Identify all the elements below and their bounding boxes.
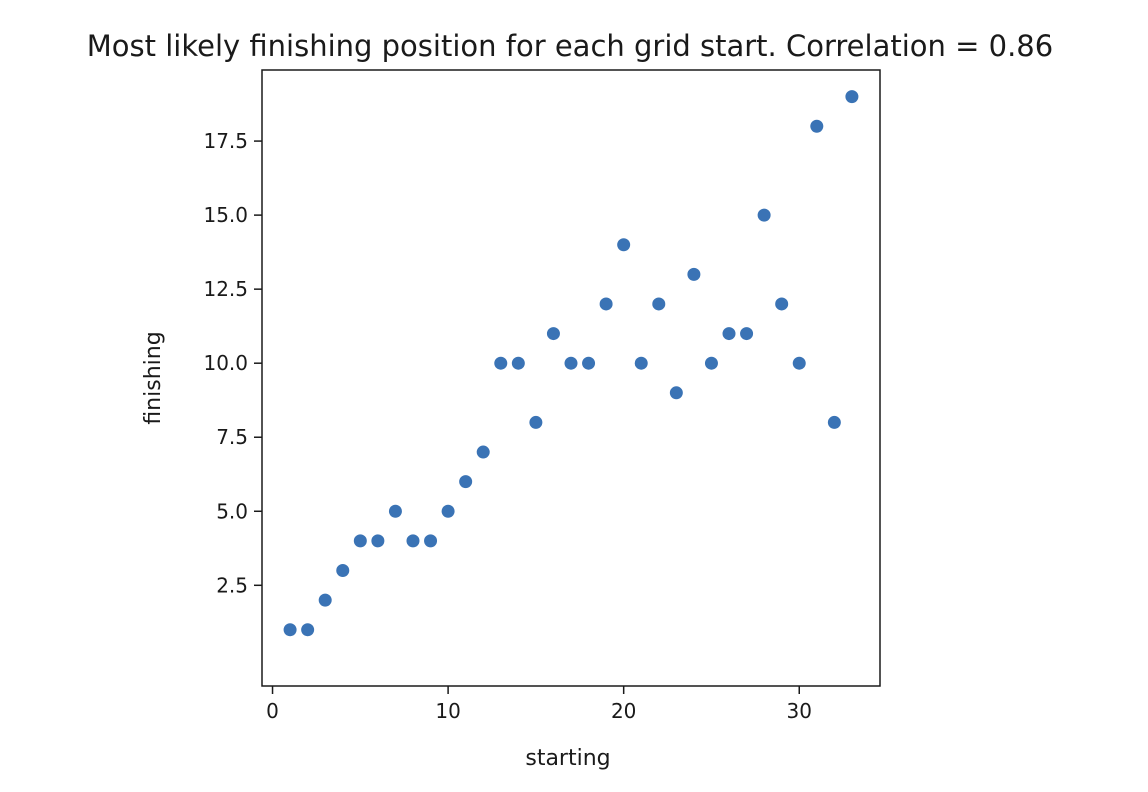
data-point xyxy=(405,533,421,549)
data-point xyxy=(651,296,667,312)
data-point xyxy=(721,326,737,342)
data-point xyxy=(458,474,474,490)
data-point xyxy=(791,355,807,371)
x-axis-label: starting xyxy=(525,746,610,771)
x-tick-label: 0 xyxy=(266,699,279,723)
data-point xyxy=(703,355,719,371)
y-tick-label: 10.0 xyxy=(203,351,248,375)
data-point xyxy=(510,355,526,371)
plot-area xyxy=(261,69,881,687)
x-tick-label: 30 xyxy=(787,699,812,723)
x-axis: 0 10 20 30 xyxy=(266,686,812,723)
chart-title: Most likely finishing position for each … xyxy=(87,29,1053,63)
y-tick-label: 12.5 xyxy=(203,277,248,301)
data-point xyxy=(598,296,614,312)
x-tick-label: 10 xyxy=(435,699,460,723)
data-point xyxy=(423,533,439,549)
data-point xyxy=(633,355,649,371)
data-point xyxy=(563,355,579,371)
data-point xyxy=(352,533,368,549)
y-tick-label: 2.5 xyxy=(216,573,248,597)
y-axis: 2.5 5.0 7.5 10.0 12.5 15.0 17.5 xyxy=(203,129,262,597)
data-point xyxy=(300,622,316,638)
data-point xyxy=(616,237,632,253)
data-point xyxy=(668,385,684,401)
data-point xyxy=(335,563,351,578)
data-point xyxy=(475,444,491,460)
y-tick-label: 5.0 xyxy=(216,499,248,523)
data-point xyxy=(317,592,333,608)
y-tick-label: 15.0 xyxy=(203,203,248,227)
data-points xyxy=(282,89,860,638)
data-point xyxy=(826,414,842,430)
y-axis-label: finishing xyxy=(141,331,166,424)
data-point xyxy=(581,355,597,371)
data-point xyxy=(739,326,755,342)
data-point xyxy=(756,207,772,223)
data-point xyxy=(528,414,544,430)
data-point xyxy=(545,326,561,342)
y-tick-label: 7.5 xyxy=(216,425,248,449)
data-point xyxy=(370,533,386,549)
data-point xyxy=(686,266,702,282)
data-point xyxy=(774,296,790,312)
data-point xyxy=(387,503,403,519)
data-point xyxy=(844,89,860,105)
data-point xyxy=(282,622,298,638)
x-tick-label: 20 xyxy=(611,699,636,723)
data-point xyxy=(809,118,825,134)
data-point xyxy=(493,355,509,371)
y-tick-label: 17.5 xyxy=(203,129,248,153)
data-point xyxy=(440,503,456,519)
